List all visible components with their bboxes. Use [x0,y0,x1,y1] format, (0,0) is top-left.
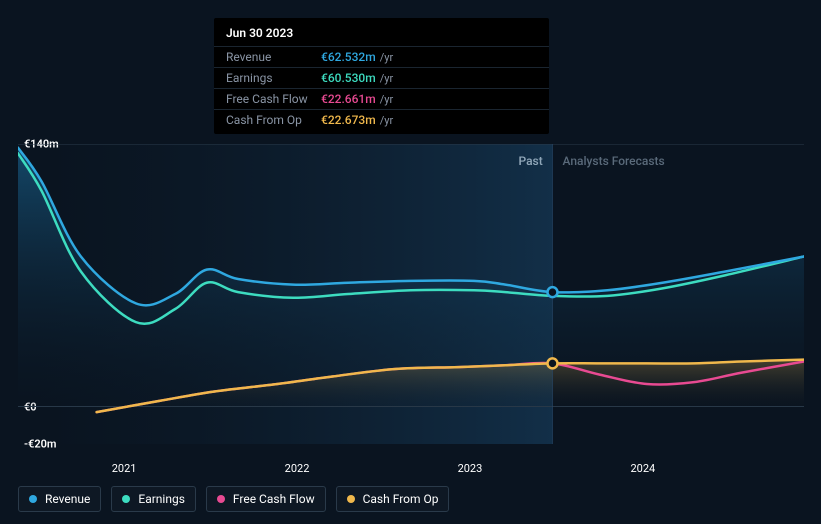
tooltip-unit: /yr [380,51,393,64]
tooltip-unit: /yr [380,72,393,85]
tooltip-row: Free Cash Flow€22.661m/yr [214,88,549,109]
x-axis-label: 2022 [285,462,310,475]
legend-item-revenue[interactable]: Revenue [18,486,101,512]
x-axis-label: 2023 [458,462,483,475]
tooltip-date: Jun 30 2023 [214,26,549,46]
legend-label: Revenue [45,492,90,506]
chart-area: €140m€0-€20m Past Analysts Forecasts 202… [0,118,821,478]
tooltip-row: Earnings€60.530m/yr [214,67,549,88]
legend-item-earnings[interactable]: Earnings [111,486,196,512]
legend-dot [347,495,355,503]
tooltip-metric-value: €62.532m [321,50,376,64]
legend-dot [29,495,37,503]
x-axis-label: 2021 [112,462,137,475]
tooltip-row: Cash From Op€22.673m/yr [214,109,549,130]
tooltip-unit: /yr [380,93,393,106]
chart-svg[interactable] [18,144,804,444]
legend-item-fcf[interactable]: Free Cash Flow [206,486,326,512]
tooltip-metric-value: €60.530m [321,71,376,85]
x-axis-label: 2024 [630,462,655,475]
legend-dot [217,495,225,503]
legend-label: Cash From Op [363,492,439,506]
legend-dot [122,495,130,503]
tooltip-metric-label: Cash From Op [226,113,321,127]
tooltip-metric-value: €22.673m [321,113,376,127]
legend-item-cfo[interactable]: Cash From Op [336,486,450,512]
legend: Revenue Earnings Free Cash Flow Cash From O… [18,486,449,512]
tooltip-metric-label: Free Cash Flow [226,92,321,106]
legend-label: Free Cash Flow [233,492,315,506]
tooltip-metric-label: Revenue [226,50,321,64]
legend-label: Earnings [138,492,185,506]
chart-tooltip: Jun 30 2023 Revenue€62.532m/yrEarnings€6… [214,18,549,134]
tooltip-row: Revenue€62.532m/yr [214,46,549,67]
chart-container: Jun 30 2023 Revenue€62.532m/yrEarnings€6… [0,0,821,524]
tooltip-metric-value: €22.661m [321,92,376,106]
tooltip-unit: /yr [380,114,393,127]
tooltip-metric-label: Earnings [226,71,321,85]
